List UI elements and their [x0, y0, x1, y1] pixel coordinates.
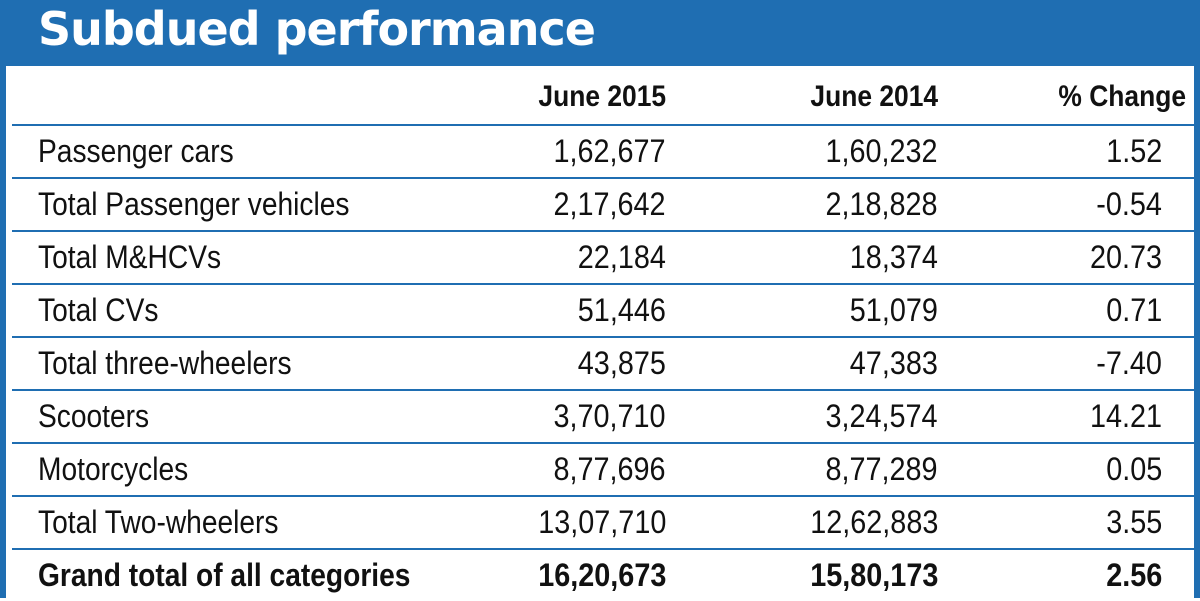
- cell-june-2015: 2,17,642: [553, 186, 666, 222]
- table-row: Total Two-wheelers 13,07,710 12,62,883 3.55: [12, 495, 1200, 548]
- row-label: Scooters: [38, 398, 150, 434]
- cell-june-2015: 22,184: [577, 239, 666, 275]
- cell-june-2014: 51,079: [849, 292, 938, 328]
- cell-pct-change: 3.55: [1105, 504, 1162, 540]
- row-label: Passenger cars: [38, 133, 234, 169]
- cell-june-2015: 51,446: [577, 292, 666, 328]
- cell-june-2014: 8,77,289: [825, 451, 938, 487]
- cell-june-2014: 47,383: [849, 345, 938, 381]
- cell-june-2015: 16,20,673: [537, 557, 666, 593]
- cell-pct-change: -7.40: [1096, 345, 1162, 381]
- cell-pct-change: 2.56: [1105, 557, 1162, 593]
- table-row: Motorcycles 8,77,696 8,77,289 0.05: [12, 442, 1200, 495]
- table-row: Total CVs 51,446 51,079 0.71: [12, 283, 1200, 336]
- cell-pct-change: -0.54: [1096, 186, 1162, 222]
- cell-pct-change: 0.71: [1105, 292, 1162, 328]
- row-label: Total CVs: [38, 292, 159, 328]
- cell-june-2014: 15,80,173: [809, 557, 938, 593]
- table-row: Total three-wheelers 43,875 47,383 -7.40: [12, 336, 1200, 389]
- title-bar: Subdued performance: [6, 0, 1200, 66]
- row-label: Total Two-wheelers: [38, 504, 279, 540]
- cell-june-2014: 1,60,232: [825, 133, 938, 169]
- row-label: Total Passenger vehicles: [38, 186, 350, 222]
- cell-june-2014: 12,62,883: [809, 504, 938, 540]
- cell-june-2014: 3,24,574: [825, 398, 938, 434]
- cell-june-2015: 3,70,710: [553, 398, 666, 434]
- table-row: Scooters 3,70,710 3,24,574 14.21: [12, 389, 1200, 442]
- table-row: Total Passenger vehicles 2,17,642 2,18,828…: [12, 177, 1200, 230]
- table-body: Passenger cars 1,62,677 1,60,232 1.52 Total …: [12, 124, 1200, 601]
- cell-pct-change: 0.05: [1105, 451, 1162, 487]
- cell-june-2014: 2,18,828: [825, 186, 938, 222]
- cell-pct-change: 20.73: [1089, 239, 1162, 275]
- cell-pct-change: 1.52: [1105, 133, 1162, 169]
- cell-june-2015: 8,77,696: [553, 451, 666, 487]
- chart-title: Subdued performance: [38, 2, 596, 56]
- column-header-june-2014: June 2014: [810, 80, 938, 113]
- table-total-row: Grand total of all categories 16,20,673 15…: [12, 548, 1200, 601]
- cell-june-2015: 43,875: [577, 345, 666, 381]
- cell-june-2015: 1,62,677: [553, 133, 666, 169]
- table-row: Total M&HCVs 22,184 18,374 20.73: [12, 230, 1200, 283]
- cell-june-2014: 18,374: [849, 239, 938, 275]
- cell-june-2015: 13,07,710: [537, 504, 666, 540]
- column-header-june-2015: June 2015: [538, 80, 666, 113]
- row-label: Total three-wheelers: [38, 345, 292, 381]
- table-row: Passenger cars 1,62,677 1,60,232 1.52: [12, 124, 1200, 177]
- column-header-pct-change: % Change: [1058, 80, 1186, 113]
- row-label: Motorcycles: [38, 451, 189, 487]
- cell-pct-change: 14.21: [1089, 398, 1162, 434]
- row-label: Grand total of all categories: [38, 557, 411, 593]
- row-label: Total M&HCVs: [38, 239, 222, 275]
- table-header-row: June 2015 June 2014 % Change: [12, 66, 1200, 124]
